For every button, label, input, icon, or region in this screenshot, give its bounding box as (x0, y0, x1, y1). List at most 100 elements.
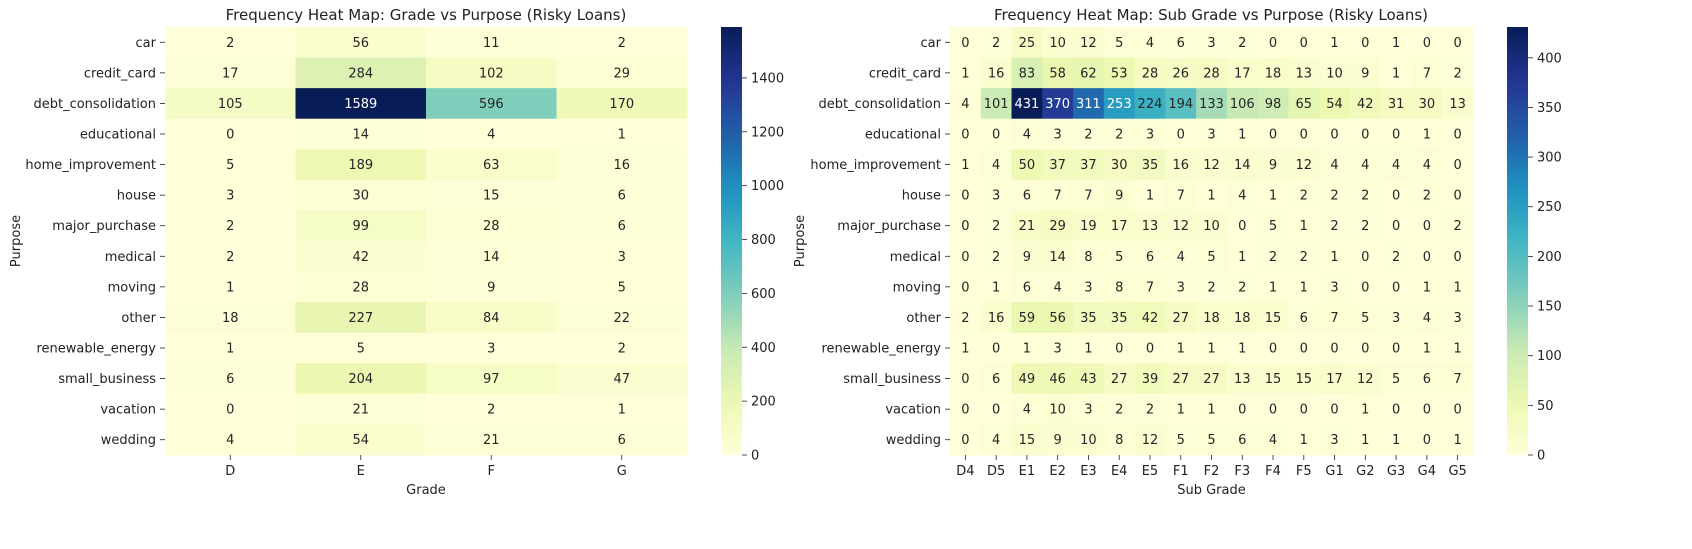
cell-value-label: 97 (483, 372, 500, 387)
heatmap-cell (1411, 332, 1443, 364)
heatmap-cell (1134, 179, 1166, 212)
heatmap-cell (1011, 27, 1043, 59)
heatmap-cell (1411, 57, 1443, 89)
y-tick-label: renewable_energy (821, 342, 941, 357)
cell-value-label: 5 (1392, 372, 1400, 387)
cell-value-label: 4 (1423, 158, 1431, 173)
cell-value-label: 2 (1300, 189, 1308, 204)
heatmap-cell (1196, 57, 1228, 89)
cell-value-label: 47 (613, 372, 630, 387)
heatmap-cell (295, 363, 427, 395)
heatmap-cell (426, 363, 558, 395)
heatmap-cell (1226, 332, 1259, 364)
heatmap-cell (1380, 424, 1413, 456)
cell-value-label: 15 (1296, 372, 1313, 387)
cell-value-label: 3 (1207, 128, 1215, 143)
cell-value-label: 12 (1172, 219, 1189, 234)
heatmap-cell (1226, 271, 1259, 303)
heatmap-cell (1288, 118, 1320, 150)
cell-value-label: 1 (1453, 280, 1461, 295)
x-tick-label: F2 (1204, 464, 1220, 479)
heatmap-cell (1380, 149, 1413, 181)
heatmap-cell (1411, 27, 1443, 59)
heatmap-cell (950, 393, 982, 426)
heatmap-cell (1103, 302, 1136, 334)
cell-value-label: 0 (1238, 219, 1246, 234)
cell-value-label: 1 (1238, 342, 1246, 357)
heatmap-cell (1011, 118, 1043, 150)
cell-value-label: 1 (961, 66, 969, 81)
heatmap-cell (1196, 88, 1228, 120)
cell-value-label: 0 (992, 403, 1000, 418)
cell-value-label: 0 (1453, 158, 1461, 173)
heatmap-cell (950, 332, 982, 364)
cell-value-label: 0 (992, 342, 1000, 357)
cell-value-label: 98 (1265, 97, 1282, 112)
heatmap-cell (950, 363, 982, 395)
heatmap-cell (1165, 332, 1197, 364)
cell-value-label: 13 (1234, 372, 1251, 387)
cell-value-label: 3 (618, 250, 626, 265)
x-tick-label: G1 (1325, 464, 1343, 479)
y-tick-label: debt_consolidation (33, 97, 156, 112)
heatmap-cell (1380, 27, 1413, 59)
y-tick-label: house (902, 189, 941, 204)
y-tick-label: home_improvement (25, 158, 156, 173)
heatmap-cell (1442, 118, 1474, 150)
y-tick-label: medical (890, 250, 941, 265)
cell-value-label: 14 (1234, 158, 1251, 173)
heatmap-cell (165, 149, 297, 181)
cell-value-label: 54 (1326, 97, 1343, 112)
heatmap-cell (1319, 271, 1351, 303)
heatmap-cell (1349, 118, 1382, 150)
cell-value-label: 27 (1172, 372, 1189, 387)
heatmap-cell (1349, 57, 1382, 89)
heatmap-cell (1165, 271, 1197, 303)
cell-value-label: 194 (1168, 97, 1193, 112)
heatmap-cell (1134, 149, 1166, 181)
y-tick-label: major_purchase (52, 219, 156, 234)
cell-value-label: 0 (961, 219, 969, 234)
cell-value-label: 13 (1142, 219, 1159, 234)
cell-value-label: 6 (1423, 372, 1431, 387)
heatmap-cell (1442, 332, 1474, 364)
cell-value-label: 49 (1019, 372, 1036, 387)
cell-value-label: 54 (352, 433, 369, 448)
heatmap-cell (1257, 149, 1290, 181)
heatmap-cell (295, 88, 427, 120)
heatmap-cell (980, 118, 1013, 150)
heatmap-cell (1288, 302, 1320, 334)
x-tick-label: G3 (1387, 464, 1405, 479)
heatmap-cell (1103, 332, 1136, 364)
heatmap-cell (426, 393, 558, 426)
cell-value-label: 2 (618, 342, 626, 357)
cell-value-label: 42 (352, 250, 369, 265)
colorbar-tick-label: 150 (1537, 300, 1562, 315)
y-tick-label: educational (80, 128, 156, 143)
colorbar-tick-label: 250 (1537, 200, 1562, 215)
heatmap-cell (1165, 27, 1197, 59)
heatmap-cell (1349, 210, 1382, 242)
heatmap-cell (556, 118, 688, 150)
cell-value-label: 0 (1453, 250, 1461, 265)
cell-value-label: 15 (1019, 433, 1036, 448)
x-tick-label: F (488, 464, 495, 479)
cell-value-label: 1589 (344, 97, 377, 112)
heatmap-cell (1257, 271, 1290, 303)
heatmap-cell (980, 210, 1013, 242)
cell-value-label: 3 (1084, 280, 1092, 295)
x-tick-label: D (225, 464, 235, 479)
cell-value-label: 17 (1234, 66, 1251, 81)
heatmap-cell (1349, 363, 1382, 395)
cell-value-label: 1 (618, 128, 626, 143)
heatmap-cell (950, 424, 982, 456)
colorbar-tick-label: 1400 (751, 71, 784, 86)
cell-value-label: 0 (1423, 36, 1431, 51)
heatmap-cell (556, 210, 688, 242)
cell-value-label: 2 (1115, 403, 1123, 418)
colorbar-tick-label: 100 (1537, 349, 1562, 364)
cell-value-label: 1 (1392, 433, 1400, 448)
heatmap-cell (1257, 332, 1290, 364)
cell-value-label: 5 (1177, 433, 1185, 448)
heatmap-cell (1380, 241, 1413, 273)
